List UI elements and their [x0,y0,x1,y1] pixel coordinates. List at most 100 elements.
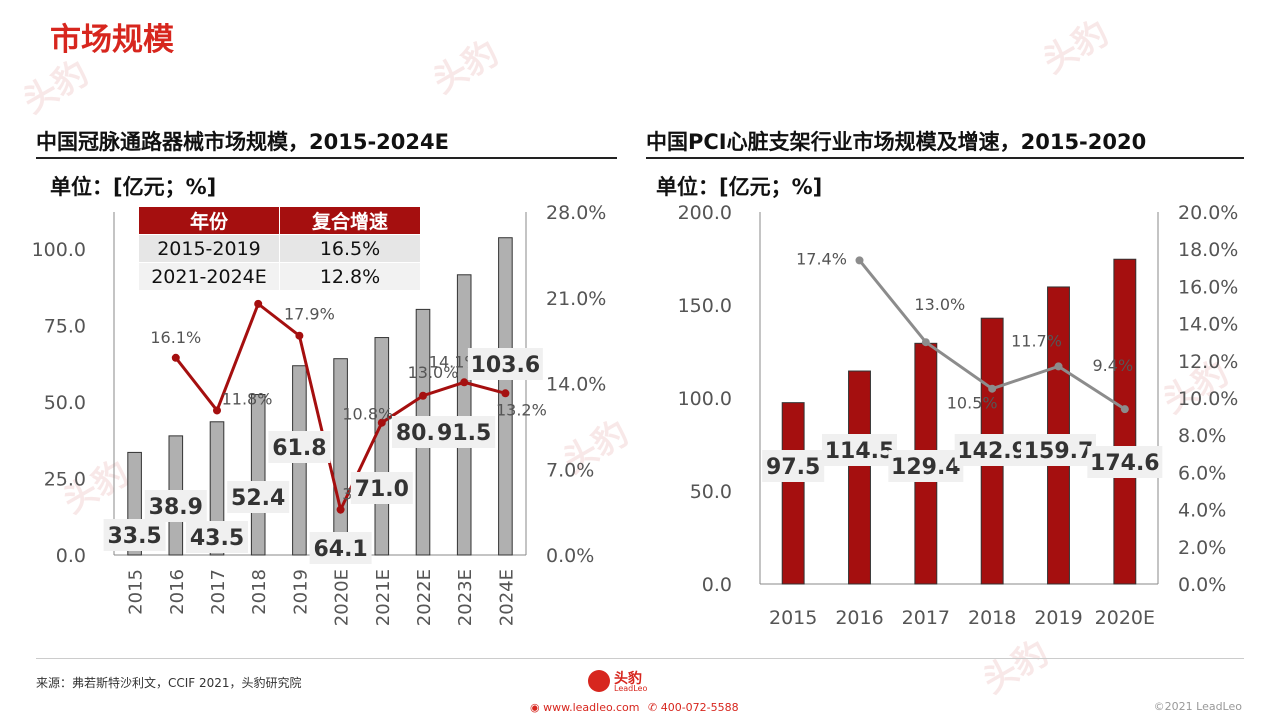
value-label: 64.1 [313,537,367,562]
growth-label: 16.1% [150,328,201,347]
y-tick-label: 0.0 [702,574,732,596]
y-tick-label: 150.0 [678,295,732,317]
left-chart-unit: 单位：[亿元；%] [50,175,217,199]
right-chart-unit: 单位：[亿元；%] [656,175,823,199]
left-chart-title: 中国冠脉通路器械市场规模，2015-2024E [36,130,449,154]
growth-point [921,338,930,347]
value-label: 103.6 [471,353,541,378]
growth-point [213,406,221,415]
value-label-bg [309,532,372,564]
table-row: 2015-2019 16.5% [138,234,421,263]
phone-text: 400-072-5588 [660,701,739,714]
phone-icon: ✆ [648,701,661,714]
bar [781,402,805,585]
table-row: 2021-2024E 12.8% [138,262,421,291]
cagr-header-year: 年份 [138,206,280,235]
x-tick-label: 2019 [1034,607,1082,629]
value-label-bg [954,434,1030,466]
value-label: 71.0 [355,477,409,502]
value-label: 43.5 [190,526,244,551]
cagr-cell: 2015-2019 [138,234,280,263]
x-tick-label: 2021E [373,569,394,626]
y2-tick-label: 8.0% [1178,425,1226,447]
bar [456,274,472,556]
y2-tick-label: 6.0% [1178,462,1226,484]
value-label: 174.6 [1090,451,1160,476]
value-label: 91.5 [437,421,491,446]
x-tick-label: 2016 [167,569,188,615]
right-chart-title: 中国PCI心脏支架行业市场规模及增速，2015-2020 [646,130,1147,154]
value-label: 97.5 [766,455,820,480]
value-label-bg [227,481,290,513]
growth-label: 17.4% [796,249,847,268]
website-link[interactable]: ◉ www.leadleo.com [530,701,639,714]
y-tick-label: 200.0 [678,202,732,224]
value-label-bg [822,434,897,466]
x-tick-label: 2018 [249,569,270,615]
copyright: ©2021 LeadLeo [1153,700,1242,713]
phone-number: ✆ 400-072-5588 [648,701,739,714]
x-tick-label: 2020E [332,569,353,626]
leopard-icon [588,670,610,692]
y2-tick-label: 20.0% [1178,202,1238,224]
x-tick-label: 2015 [126,569,147,615]
value-label-bg [186,521,248,553]
value-label-bg [762,450,825,482]
leadleo-logo: 头豹 LeadLeo [588,668,648,694]
growth-point [377,418,386,427]
value-label-bg [103,519,166,551]
y-tick-label: 50.0 [44,392,86,414]
growth-label: 11.8% [222,389,273,408]
x-tick-label: 2020E [1095,607,1155,629]
growth-point [855,256,864,265]
growth-point [1054,362,1063,371]
growth-point [1120,405,1129,414]
source-note: 来源：弗若斯特沙利文，CCIF 2021，头豹研究院 [36,676,302,690]
growth-label: 10.5% [947,394,998,413]
y2-tick-label: 16.0% [1178,276,1238,298]
bar [250,394,266,556]
globe-icon: ◉ [530,701,544,714]
x-tick-label: 2024E [496,569,517,626]
growth-point [254,299,263,308]
growth-label: 13.0% [914,295,965,314]
value-label-bg [1087,446,1163,478]
x-tick-label: 2017 [208,569,229,615]
value-label: 52.4 [231,486,285,511]
y2-tick-label: 28.0% [546,202,606,224]
y2-tick-label: 14.0% [1178,314,1238,336]
x-tick-label: 2015 [769,607,817,629]
x-tick-label: 2017 [902,607,950,629]
value-label: 129.4 [891,455,961,480]
growth-label: 14.1% [429,352,480,371]
y-tick-label: 50.0 [690,481,732,503]
y2-tick-label: 2.0% [1178,537,1226,559]
growth-point [501,389,510,398]
y-tick-label: 25.0 [44,468,86,490]
page-title: 市场规模 [50,22,174,58]
growth-label: 13.0% [408,363,459,382]
y-tick-label: 0.0 [56,545,86,567]
x-tick-label: 2018 [968,607,1016,629]
growth-label: 11.7% [1011,331,1062,350]
growth-label: 13.2% [496,400,547,419]
value-label-bg [433,416,496,448]
logo-name: 头豹 [614,671,642,687]
cagr-cell: 12.8% [279,262,421,291]
bar [1113,258,1137,585]
value-label: 159.7 [1024,439,1094,464]
x-tick-label: 2022E [414,569,435,626]
left-title-divider [36,157,617,159]
footer-divider [36,658,1244,659]
growth-point [171,353,180,362]
y2-tick-label: 18.0% [1178,239,1238,261]
value-label-bg [1021,434,1096,466]
growth-point [419,391,427,400]
growth-point [295,331,304,340]
y2-tick-label: 0.0% [546,545,594,567]
value-label-bg [888,450,964,482]
x-tick-label: 2023E [455,569,476,626]
value-label-bg [144,490,207,522]
